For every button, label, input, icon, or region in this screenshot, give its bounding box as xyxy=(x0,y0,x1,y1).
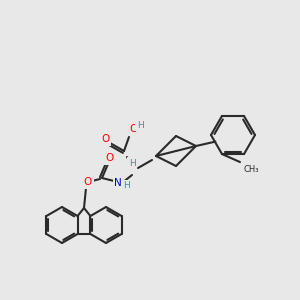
Text: O: O xyxy=(129,124,137,134)
Text: H: H xyxy=(123,182,129,190)
Text: N: N xyxy=(114,178,122,188)
Text: O: O xyxy=(84,177,92,187)
Text: H: H xyxy=(129,158,135,167)
Text: CH₃: CH₃ xyxy=(243,165,259,174)
Text: H: H xyxy=(136,121,143,130)
Text: O: O xyxy=(105,153,113,163)
Text: O: O xyxy=(101,134,109,144)
